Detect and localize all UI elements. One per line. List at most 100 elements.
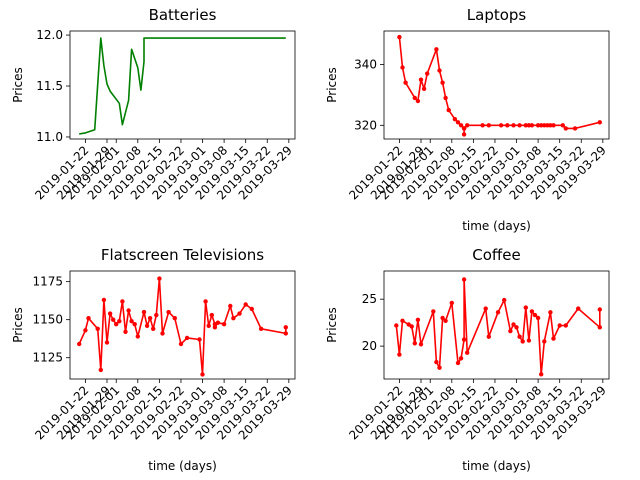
data-point [542,123,547,128]
data-point [523,305,528,310]
y-tick-label: 1175 [32,275,63,289]
data-point [104,340,110,345]
data-point [572,126,578,131]
data-point [178,341,184,347]
data-point [132,322,137,327]
data-point [415,317,421,322]
data-point [397,34,402,40]
data-point [123,329,128,334]
data-point [539,123,544,128]
data-point [576,306,581,311]
data-point [283,325,288,330]
data-point [197,337,202,342]
data-point [415,98,421,104]
x-axis-label: time (days) [462,459,531,473]
data-point [449,300,454,306]
plot-area [383,270,610,380]
data-point [443,95,448,101]
y-tick-label: 12.0 [36,28,63,42]
data-point [440,315,445,321]
data-point [502,297,507,303]
data-point [560,123,565,128]
data-point [455,120,461,125]
series-line [398,37,600,136]
data-point [412,341,417,346]
data-point [206,323,211,328]
data-point [551,336,556,341]
data-point [529,123,535,128]
data-point [461,277,467,282]
data-point [160,331,165,336]
data-point [144,323,150,328]
data-point [394,323,399,328]
data-point [154,312,159,318]
chart-title: Laptops [467,6,527,24]
data-point [461,132,467,137]
data-point [461,126,467,131]
data-point [437,365,442,370]
data-point [117,319,122,324]
data-point [517,334,522,339]
series-line [78,277,287,376]
data-point [412,95,417,101]
data-point [465,123,470,128]
data-point [539,372,544,377]
data-point [529,309,535,314]
data-point [520,339,525,344]
data-point [483,306,488,311]
data-point [597,120,602,125]
y-tick-label: 340 [354,57,377,71]
y-tick-label: 20 [362,339,377,353]
data-point [511,123,516,128]
data-point [228,303,233,309]
data-point [147,316,153,321]
data-point [98,367,104,373]
data-point [418,77,424,82]
data-point [215,320,221,325]
data-point [283,331,288,336]
data-point [461,337,467,342]
data-point [446,107,451,113]
data-point [498,123,504,128]
data-point [431,309,436,314]
plot-area [69,270,296,380]
chart-title: Flatscreen Televisions [101,246,264,264]
data-point [437,68,442,73]
chart-title: Batteries [149,6,217,24]
data-point [425,71,430,76]
y-tick-label: 1150 [32,313,63,327]
data-point [563,126,568,131]
y-axis-label: Prices [325,307,339,343]
data-point [86,316,91,321]
data-point [172,316,177,321]
data-point [141,309,147,315]
data-point [542,339,547,344]
data-point [107,311,113,316]
data-point [258,326,264,331]
data-point [452,117,458,122]
data-point [231,316,236,321]
data-point [83,328,88,333]
data-point [523,123,528,128]
y-axis-label: Prices [11,307,25,343]
data-point [458,356,464,361]
data-point [495,310,501,315]
data-point [526,338,532,343]
data-point [237,311,242,316]
data-point [151,326,156,331]
y-tick-label: 11.5 [36,79,63,93]
data-point [203,299,208,304]
data-point [551,123,556,128]
data-point [157,276,162,281]
data-point [517,123,522,128]
y-tick-label: 11.0 [36,130,63,144]
data-point [548,310,553,315]
data-point [212,325,218,330]
data-point [548,123,553,128]
data-point [409,324,414,329]
data-point [243,302,248,307]
data-point [200,372,205,377]
data-point [120,299,125,304]
x-axis-label: time (days) [462,219,531,233]
